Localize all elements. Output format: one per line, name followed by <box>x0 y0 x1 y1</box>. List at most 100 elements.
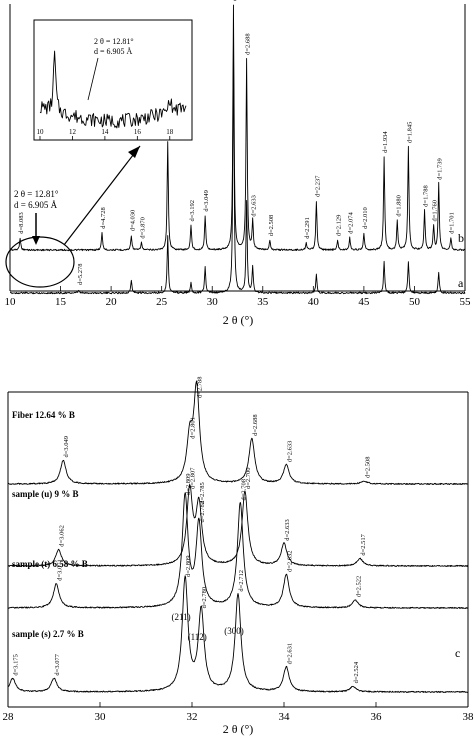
bottom-traces <box>7 380 469 693</box>
top-d-label: d=1.739 <box>437 158 444 180</box>
bottom-d-label: d=2.809 <box>185 555 192 577</box>
inset-tick-label: 18 <box>166 128 174 136</box>
bottom-tick-label: 28 <box>3 711 15 723</box>
bottom-tick-label: 38 <box>463 711 474 723</box>
arrow-annotation-d: d = 6.905 Å <box>14 200 58 210</box>
top-d-label: d=1.701 <box>449 212 456 234</box>
top-x-ticks: 10 15 20 25 30 35 40 45 50 55 <box>5 286 472 308</box>
bottom-trace <box>7 575 469 693</box>
bottom-series-name: Fiber 12.64 % B <box>12 410 75 420</box>
top-d-label: d=3.870 <box>139 217 146 239</box>
arrow-annotation-theta: 2 θ = 12.81° <box>14 189 59 199</box>
top-d-label: d=2.237 <box>314 175 321 197</box>
inset-annotation-theta: 2 θ = 12.81° <box>94 37 134 46</box>
bottom-trace <box>7 492 469 609</box>
top-d-label: d=5.278 <box>77 263 84 285</box>
top-d-label: d=2.010 <box>362 207 369 229</box>
zoom-region-ellipse <box>5 236 75 288</box>
bottom-d-label: d=2.782 <box>199 501 206 523</box>
top-tick-label: 15 <box>55 296 67 308</box>
bottom-tick-label: 30 <box>95 711 107 723</box>
bottom-series-name: sample (u) 9 % B <box>12 489 79 499</box>
top-d-label: d=2.074 <box>348 211 355 233</box>
bottom-d-label: d=2.712 <box>238 570 245 592</box>
bottom-d-label: d=2.632 <box>286 550 293 572</box>
top-tick-label: 30 <box>207 296 219 308</box>
top-tick-label: 50 <box>409 296 421 308</box>
top-x-axis-label: 2 θ (°) <box>223 313 254 327</box>
top-d-label: d=8.083 <box>18 212 25 234</box>
top-d-label: d=3.192 <box>189 200 196 222</box>
inset-panel: 10 12 14 16 18 2 θ = 12.81° d = 6.905 Å <box>33 19 193 141</box>
bottom-tick-label: 36 <box>371 711 383 723</box>
bottom-d-label: d=2.688 <box>252 414 259 436</box>
top-tick-label: 25 <box>156 296 168 308</box>
top-traces <box>9 4 466 295</box>
zoom-arrowhead <box>128 146 140 158</box>
inset-tick-label: 14 <box>101 128 109 136</box>
top-d-label: d=2.129 <box>336 215 343 237</box>
top-tick-label: 55 <box>460 296 472 308</box>
bottom-d-label: d=2.700 <box>245 467 252 489</box>
inset-x-ticks: 10 12 14 16 18 <box>37 128 174 140</box>
bottom-d-label: d=2.785 <box>199 482 206 504</box>
inset-frame <box>33 19 193 141</box>
top-d-label: d=2.291 <box>304 217 311 239</box>
top-tick-label: 10 <box>5 296 17 308</box>
series-b-label: b <box>458 231 464 245</box>
bottom-tick-label: 34 <box>279 711 291 723</box>
bottom-d-label: d=3.071 <box>56 559 63 581</box>
top-d-label: d=4.030 <box>129 210 136 232</box>
bottom-d-labels: d=3.049 d=2.801 d=2.788 d=2.688 d=2.633 d=2.5… <box>13 376 372 683</box>
series-a-label: a <box>458 276 464 290</box>
bottom-hkl-labels: (211) (112) (300) <box>172 612 244 642</box>
bottom-d-label: d=2.708 <box>240 479 247 501</box>
top-tick-label: 40 <box>308 296 320 308</box>
top-d-label: d=2.788 <box>232 0 239 1</box>
top-trace-a <box>9 43 466 295</box>
bottom-d-label: d=2.633 <box>286 441 293 463</box>
zoom-arrow <box>63 145 141 246</box>
top-d-label: d=1.788 <box>423 185 430 207</box>
bottom-d-label: d=2.633 <box>284 519 291 541</box>
top-tick-label: 35 <box>257 296 269 308</box>
inset-tick-label: 16 <box>134 128 142 136</box>
inset-trace <box>39 50 187 129</box>
inset-annotation-pointer <box>87 57 99 101</box>
inset-annotation-d: d = 6.905 Å <box>94 47 133 56</box>
top-d-label: d=1.760 <box>432 200 439 222</box>
bottom-d-label: d=2.524 <box>353 661 360 683</box>
bottom-d-label: d=3.175 <box>13 654 20 676</box>
inset-trace-line <box>39 50 187 129</box>
bottom-d-label: d=3.062 <box>59 525 66 547</box>
top-d-label: d=2.508 <box>268 215 275 237</box>
top-d-label: d=1.880 <box>395 195 402 217</box>
peak-down-arrowhead <box>32 236 40 245</box>
panel-label-c: c <box>455 646 460 660</box>
bottom-d-label: d=2.631 <box>286 643 293 665</box>
bottom-d-label: d=2.522 <box>355 576 362 598</box>
bottom-d-label: d=2.508 <box>365 456 372 478</box>
bottom-d-label: d=3.049 <box>63 436 70 458</box>
top-d-label: d=4.728 <box>100 207 107 229</box>
bottom-trace <box>7 380 469 485</box>
top-tick-label: 45 <box>358 296 370 308</box>
bottom-d-label: d=2.809 <box>185 473 192 495</box>
top-trace-b <box>9 4 466 252</box>
bottom-d-label: d=2.801 <box>190 417 197 439</box>
top-d-label: d=2.688 <box>245 33 252 55</box>
top-d-label: d=2.633 <box>251 195 258 217</box>
hkl-label: (300) <box>224 626 244 636</box>
top-tick-label: 20 <box>106 296 118 308</box>
bottom-d-label: d=2.517 <box>360 533 367 555</box>
bottom-d-label: d=2.807 <box>190 467 197 489</box>
hkl-label: (211) <box>172 612 191 622</box>
bottom-d-label: d=2.788 <box>197 376 204 398</box>
bottom-series-name: sample (t) 6.58 % B <box>12 559 88 569</box>
bottom-xrd-panel: 28 30 32 34 36 38 d=3.049 d=2.801 d=2.788 d=2.68… <box>3 376 474 736</box>
bottom-x-ticks: 28 30 32 34 36 38 <box>3 702 474 723</box>
top-d-label: d=1.845 <box>406 122 413 144</box>
inset-tick-label: 10 <box>37 128 45 136</box>
bottom-x-axis-label: 2 θ (°) <box>223 722 254 736</box>
